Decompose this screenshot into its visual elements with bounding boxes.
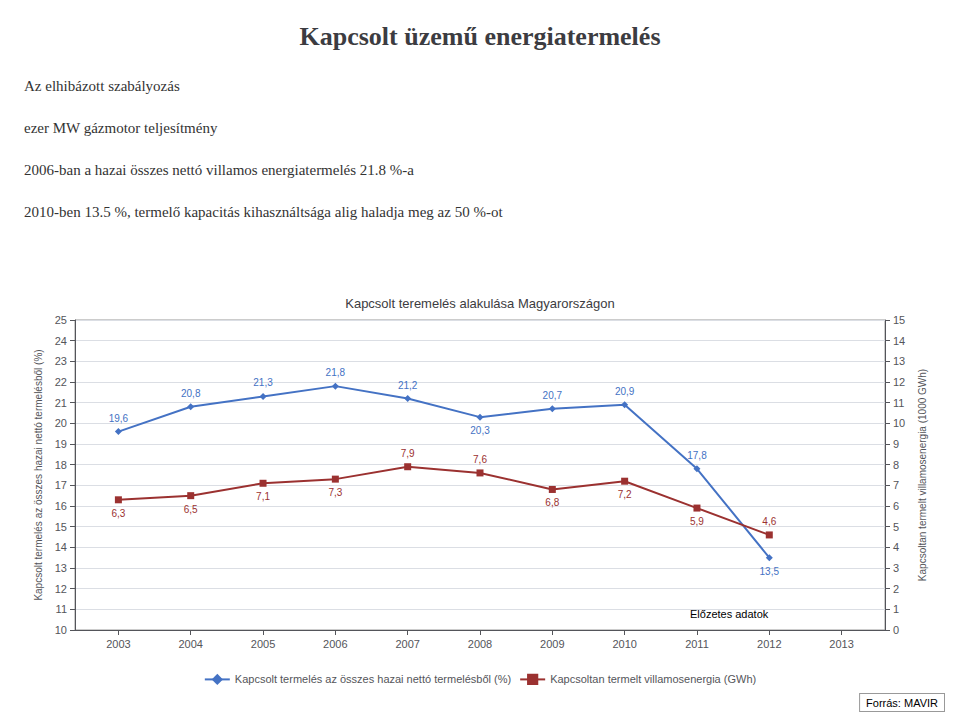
svg-text:12: 12 xyxy=(55,583,67,595)
svg-text:6,5: 6,5 xyxy=(184,504,198,515)
svg-text:18: 18 xyxy=(55,459,67,471)
svg-text:8: 8 xyxy=(893,459,899,471)
svg-text:20,7: 20,7 xyxy=(543,390,563,401)
svg-text:24: 24 xyxy=(55,335,67,347)
svg-text:11: 11 xyxy=(56,603,67,615)
svg-text:Kapcsoltan termelt villamosene: Kapcsoltan termelt villamosenergia (1000… xyxy=(917,369,928,581)
svg-text:2009: 2009 xyxy=(540,638,564,650)
svg-text:15: 15 xyxy=(55,521,67,533)
svg-text:ezer MW gázmotor teljesítmény: ezer MW gázmotor teljesítmény xyxy=(24,120,218,136)
svg-text:10: 10 xyxy=(893,417,905,429)
svg-text:7,6: 7,6 xyxy=(473,454,487,465)
svg-text:13,5: 13,5 xyxy=(760,566,780,577)
svg-text:2008: 2008 xyxy=(468,638,492,650)
svg-text:1: 1 xyxy=(893,603,899,615)
svg-text:20,8: 20,8 xyxy=(181,388,201,399)
svg-text:13: 13 xyxy=(55,562,67,574)
svg-text:6: 6 xyxy=(893,500,899,512)
svg-text:2005: 2005 xyxy=(251,638,275,650)
svg-text:20,9: 20,9 xyxy=(615,386,635,397)
svg-text:Kapcsolt teremelés alakulása M: Kapcsolt teremelés alakulása Magyarorszá… xyxy=(345,296,615,311)
svg-text:5,9: 5,9 xyxy=(690,516,704,527)
svg-text:20: 20 xyxy=(55,417,67,429)
svg-text:2012: 2012 xyxy=(757,638,781,650)
svg-text:11: 11 xyxy=(893,397,904,409)
svg-text:Az elhibázott szabályozás: Az elhibázott szabályozás xyxy=(24,78,180,94)
svg-text:0: 0 xyxy=(893,624,899,636)
svg-text:13: 13 xyxy=(893,355,905,367)
svg-text:21,2: 21,2 xyxy=(398,380,418,391)
svg-text:14: 14 xyxy=(55,541,67,553)
svg-text:5: 5 xyxy=(893,521,899,533)
svg-text:2: 2 xyxy=(893,583,899,595)
svg-text:21,8: 21,8 xyxy=(326,367,346,378)
svg-text:2006: 2006 xyxy=(323,638,347,650)
svg-text:2010-ben 13.5 %, termelő kapac: 2010-ben 13.5 %, termelő kapacitás kihas… xyxy=(24,204,503,220)
svg-text:4: 4 xyxy=(893,541,899,553)
svg-text:16: 16 xyxy=(55,500,67,512)
svg-text:Forrás: MAVIR: Forrás: MAVIR xyxy=(866,697,938,709)
svg-text:22: 22 xyxy=(55,376,67,388)
svg-text:21,3: 21,3 xyxy=(253,377,273,388)
svg-text:2013: 2013 xyxy=(829,638,853,650)
svg-text:Előzetes adatok: Előzetes adatok xyxy=(690,607,769,620)
svg-text:7: 7 xyxy=(893,479,899,491)
svg-text:25: 25 xyxy=(55,314,67,326)
svg-text:2007: 2007 xyxy=(395,638,419,650)
svg-text:7,2: 7,2 xyxy=(618,489,632,500)
svg-text:12: 12 xyxy=(893,376,905,388)
svg-text:9: 9 xyxy=(893,438,899,450)
svg-text:Kapcsoltan termelt villamosene: Kapcsoltan termelt villamosenergia (GWh) xyxy=(550,673,756,685)
svg-text:3: 3 xyxy=(893,562,899,574)
svg-text:15: 15 xyxy=(893,314,905,326)
svg-text:7,1: 7,1 xyxy=(256,491,270,502)
svg-text:2006-ban a hazai összes nettó: 2006-ban a hazai összes nettó villamos e… xyxy=(24,162,414,178)
svg-text:6,8: 6,8 xyxy=(545,497,559,508)
svg-text:17: 17 xyxy=(55,479,67,491)
svg-text:2011: 2011 xyxy=(685,638,709,650)
svg-text:7,3: 7,3 xyxy=(328,487,342,498)
svg-text:6,3: 6,3 xyxy=(111,508,125,519)
svg-text:20,3: 20,3 xyxy=(470,425,490,436)
svg-text:21: 21 xyxy=(55,397,67,409)
svg-text:14: 14 xyxy=(893,335,905,347)
svg-text:4,6: 4,6 xyxy=(762,516,776,527)
svg-text:Kapcsolt üzemű energiatermelés: Kapcsolt üzemű energiatermelés xyxy=(299,22,660,51)
svg-text:10: 10 xyxy=(55,624,67,636)
svg-text:17,8: 17,8 xyxy=(687,450,707,461)
svg-text:Kapcsolt termelés az összes ha: Kapcsolt termelés az összes hazai nettó … xyxy=(33,349,44,600)
svg-text:7,9: 7,9 xyxy=(401,448,415,459)
svg-text:Kapcsolt termelés az összes ha: Kapcsolt termelés az összes hazai nettó … xyxy=(235,673,511,685)
svg-text:2004: 2004 xyxy=(178,638,202,650)
svg-text:19,6: 19,6 xyxy=(109,413,129,424)
svg-text:23: 23 xyxy=(55,355,67,367)
svg-text:19: 19 xyxy=(55,438,67,450)
svg-text:2003: 2003 xyxy=(106,638,130,650)
svg-text:2010: 2010 xyxy=(612,638,636,650)
